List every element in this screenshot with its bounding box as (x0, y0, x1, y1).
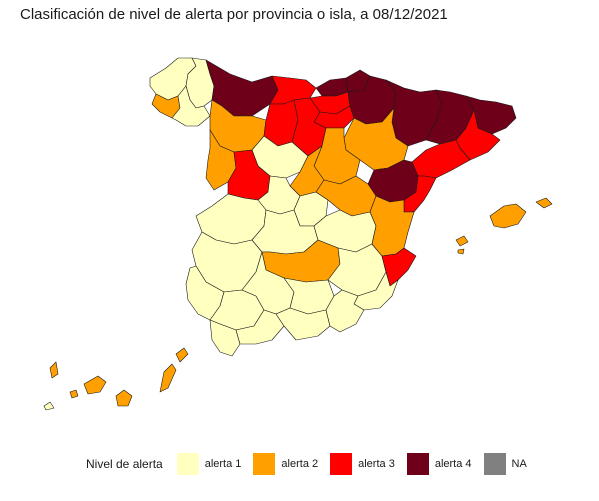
region-tenerife (83, 375, 107, 395)
region-formentera (457, 248, 465, 255)
legend-item-alerta-2: alerta 2 (253, 453, 318, 475)
region-ourense (171, 85, 211, 127)
legend-title: Nivel de alerta (86, 457, 163, 471)
region-la-gomera (69, 389, 79, 399)
legend-swatch (176, 453, 199, 475)
legend-item-alerta-4: alerta 4 (406, 453, 472, 475)
legend-swatch (483, 453, 506, 475)
region-barcelona (455, 109, 501, 161)
legend-label: alerta 2 (281, 458, 319, 470)
region-fuerteventura (159, 363, 177, 393)
region-ibiza (455, 235, 469, 247)
region-almeria (325, 289, 365, 333)
legend-item-alerta-1: alerta 1 (176, 453, 242, 475)
region-el-hierro (43, 401, 55, 411)
region-menorca (535, 197, 553, 209)
legend-label: alerta 3 (358, 458, 395, 470)
region-cadiz (209, 319, 241, 357)
regions-layer (43, 57, 553, 411)
region-la-palma (49, 361, 59, 379)
map-title: Clasificación de nivel de alerta por pro… (20, 6, 448, 23)
legend-item-alerta-3: alerta 3 (330, 453, 395, 475)
legend-label: alerta 4 (434, 458, 472, 470)
legend-label: NA (511, 458, 527, 470)
legend-label: alerta 1 (204, 458, 242, 470)
legend-item-na: NA (483, 453, 527, 475)
region-granada (275, 307, 331, 341)
region-mallorca (489, 203, 527, 229)
legend: Nivel de alerta alerta 1 alerta 2 alerta… (86, 452, 539, 476)
legend-swatch (253, 453, 276, 475)
legend-swatch (406, 453, 429, 475)
region-gran-canaria (115, 389, 133, 407)
region-lanzarote (175, 347, 189, 363)
legend-swatch (330, 453, 353, 475)
region-zamora (205, 129, 237, 191)
